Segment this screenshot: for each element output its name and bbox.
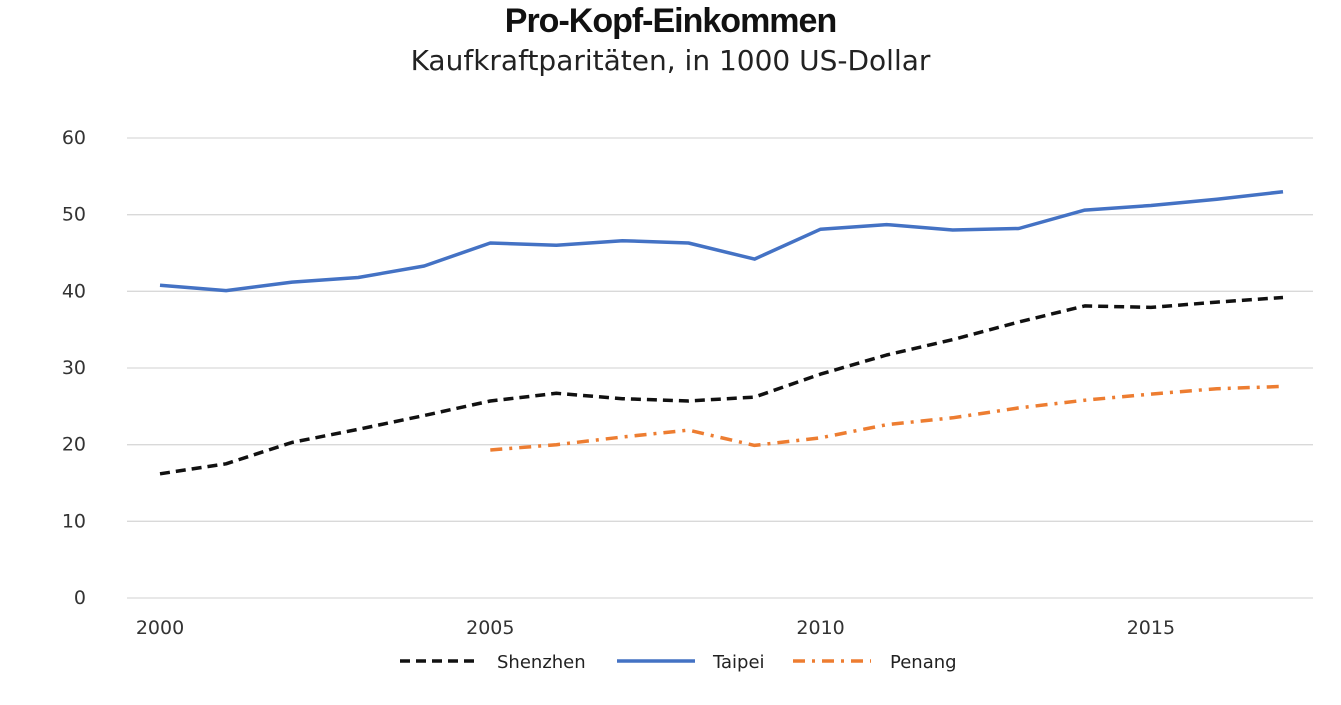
chart-title: Pro-Kopf-Einkommen <box>504 2 837 40</box>
chart-subtitle: Kaufkraftparitäten, in 1000 US-Dollar <box>410 44 931 77</box>
series-lines <box>159 189 1284 476</box>
legend-label: Penang <box>890 652 957 673</box>
y-tick-label: 30 <box>62 357 86 379</box>
x-tick-label: 2015 <box>1127 617 1175 639</box>
x-axis: 2000 2005 2010 2015 <box>136 617 1175 639</box>
x-tick-label: 2010 <box>796 617 844 639</box>
legend-item-shenzhen[interactable]: Shenzhen <box>400 652 586 673</box>
y-axis: 0 10 20 30 40 50 60 <box>62 127 86 609</box>
legend-label: Shenzhen <box>497 652 586 673</box>
legend[interactable]: Shenzhen Taipei Penang <box>400 652 957 673</box>
y-tick-label: 50 <box>62 204 86 226</box>
y-tick-label: 20 <box>62 434 86 456</box>
series-line-taipei <box>159 189 1284 293</box>
x-tick-label: 2005 <box>466 617 514 639</box>
legend-item-taipei[interactable]: Taipei <box>617 652 765 673</box>
series-line-shenzhen <box>159 295 1284 476</box>
y-tick-label: 10 <box>62 510 86 532</box>
x-tick-label: 2000 <box>136 617 184 639</box>
legend-label: Taipei <box>712 652 765 673</box>
y-tick-label: 60 <box>62 127 86 149</box>
y-tick-label: 40 <box>62 280 86 302</box>
y-tick-label: 0 <box>74 587 86 609</box>
series-line-penang <box>490 384 1284 452</box>
gridlines <box>127 137 1313 599</box>
legend-item-penang[interactable]: Penang <box>793 652 957 673</box>
